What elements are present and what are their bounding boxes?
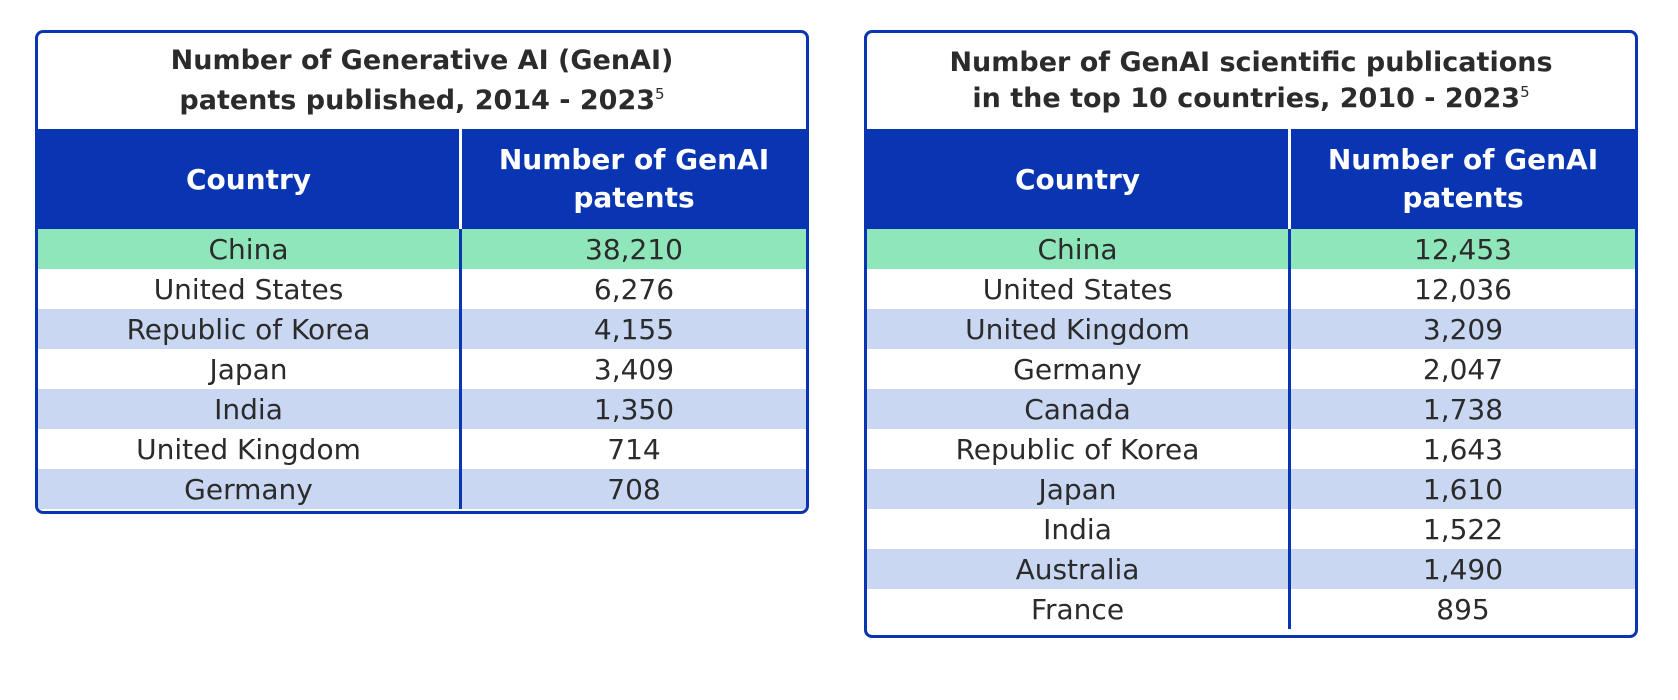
publications-country-cell: United Kingdom [867,309,1291,349]
publications-table-title: Number of GenAI scientific publications … [867,33,1635,129]
patents-value-cell: 6,276 [593,272,675,306]
table-row: Republic of Korea 4,155 [38,309,806,349]
publications-title-text: Number of GenAI scientific publications … [949,47,1553,114]
publications-value-cell: 12,453 [1414,232,1512,266]
publications-value-cell: 3,209 [1422,312,1504,346]
patents-value-cell: 3,409 [593,352,675,386]
publications-country-cell: Republic of Korea [867,429,1291,469]
publications-country-cell: United States [867,269,1291,309]
publications-country-header: Country [867,129,1291,229]
publications-country-cell: Canada [867,389,1291,429]
publications-country-cell: India [867,509,1291,549]
publications-country-cell: France [867,589,1291,629]
patents-header-row: Country Number of GenAI patents [38,129,806,229]
patents-country-cell: India [38,389,462,429]
publications-value-cell: 2,047 [1422,352,1504,386]
table-row: United Kingdom 3,209 [867,309,1635,349]
patents-country-cell: China [38,229,462,269]
table-row: Germany 708 [38,469,806,509]
table-row: Germany 2,047 [867,349,1635,389]
publications-count-header: Number of GenAI patents [1327,143,1599,214]
table-row: Canada 1,738 [867,389,1635,429]
table-row: India 1,522 [867,509,1635,549]
patents-table-body: China 38,210 United States 6,276 Republic of… [38,229,806,509]
patents-table-panel: Number of Generative AI (GenAI) patents … [35,30,809,514]
publications-value-cell: 12,036 [1414,272,1512,306]
patents-value-cell: 4,155 [593,312,675,346]
publications-country-cell: China [867,229,1291,269]
table-row: United States 12,036 [867,269,1635,309]
table-row: Japan 1,610 [867,469,1635,509]
publications-table-panel: Number of GenAI scientific publications … [864,30,1638,638]
patents-table-title: Number of Generative AI (GenAI) patents … [38,33,806,129]
table-row: Republic of Korea 1,643 [867,429,1635,469]
table-row: United States 6,276 [38,269,806,309]
table-row: United Kingdom 714 [38,429,806,469]
patents-country-cell: Japan [38,349,462,389]
publications-table-body: China 12,453 United States 12,036 United Kin… [867,229,1635,629]
patents-value-cell: 714 [607,432,661,466]
publications-value-cell: 1,522 [1422,512,1504,546]
publications-country-cell: Japan [867,469,1291,509]
table-row: France 895 [867,589,1635,629]
publications-title-footnote: 5 [1520,83,1530,101]
table-row: India 1,350 [38,389,806,429]
publications-value-cell: 1,610 [1422,472,1504,506]
publications-country-cell: Australia [867,549,1291,589]
patents-count-header: Number of GenAI patents [498,143,770,214]
patents-title-footnote: 5 [655,85,665,103]
publications-value-cell: 1,490 [1422,552,1504,586]
table-row: China 38,210 [38,229,806,269]
patents-country-cell: United Kingdom [38,429,462,469]
publications-header-row: Country Number of GenAI patents [867,129,1635,229]
patents-country-cell: Germany [38,469,462,509]
patents-value-cell: 1,350 [593,392,675,426]
patents-value-cell: 38,210 [585,232,683,266]
patents-country-cell: United States [38,269,462,309]
patents-country-header: Country [38,129,462,229]
table-row: Australia 1,490 [867,549,1635,589]
publications-value-cell: 1,643 [1422,432,1504,466]
patents-title-text: Number of Generative AI (GenAI) patents … [170,45,674,116]
publications-value-cell: 895 [1436,592,1490,626]
patents-country-cell: Republic of Korea [38,309,462,349]
table-row: China 12,453 [867,229,1635,269]
publications-value-cell: 1,738 [1422,392,1504,426]
patents-value-cell: 708 [607,472,661,506]
table-row: Japan 3,409 [38,349,806,389]
publications-country-cell: Germany [867,349,1291,389]
